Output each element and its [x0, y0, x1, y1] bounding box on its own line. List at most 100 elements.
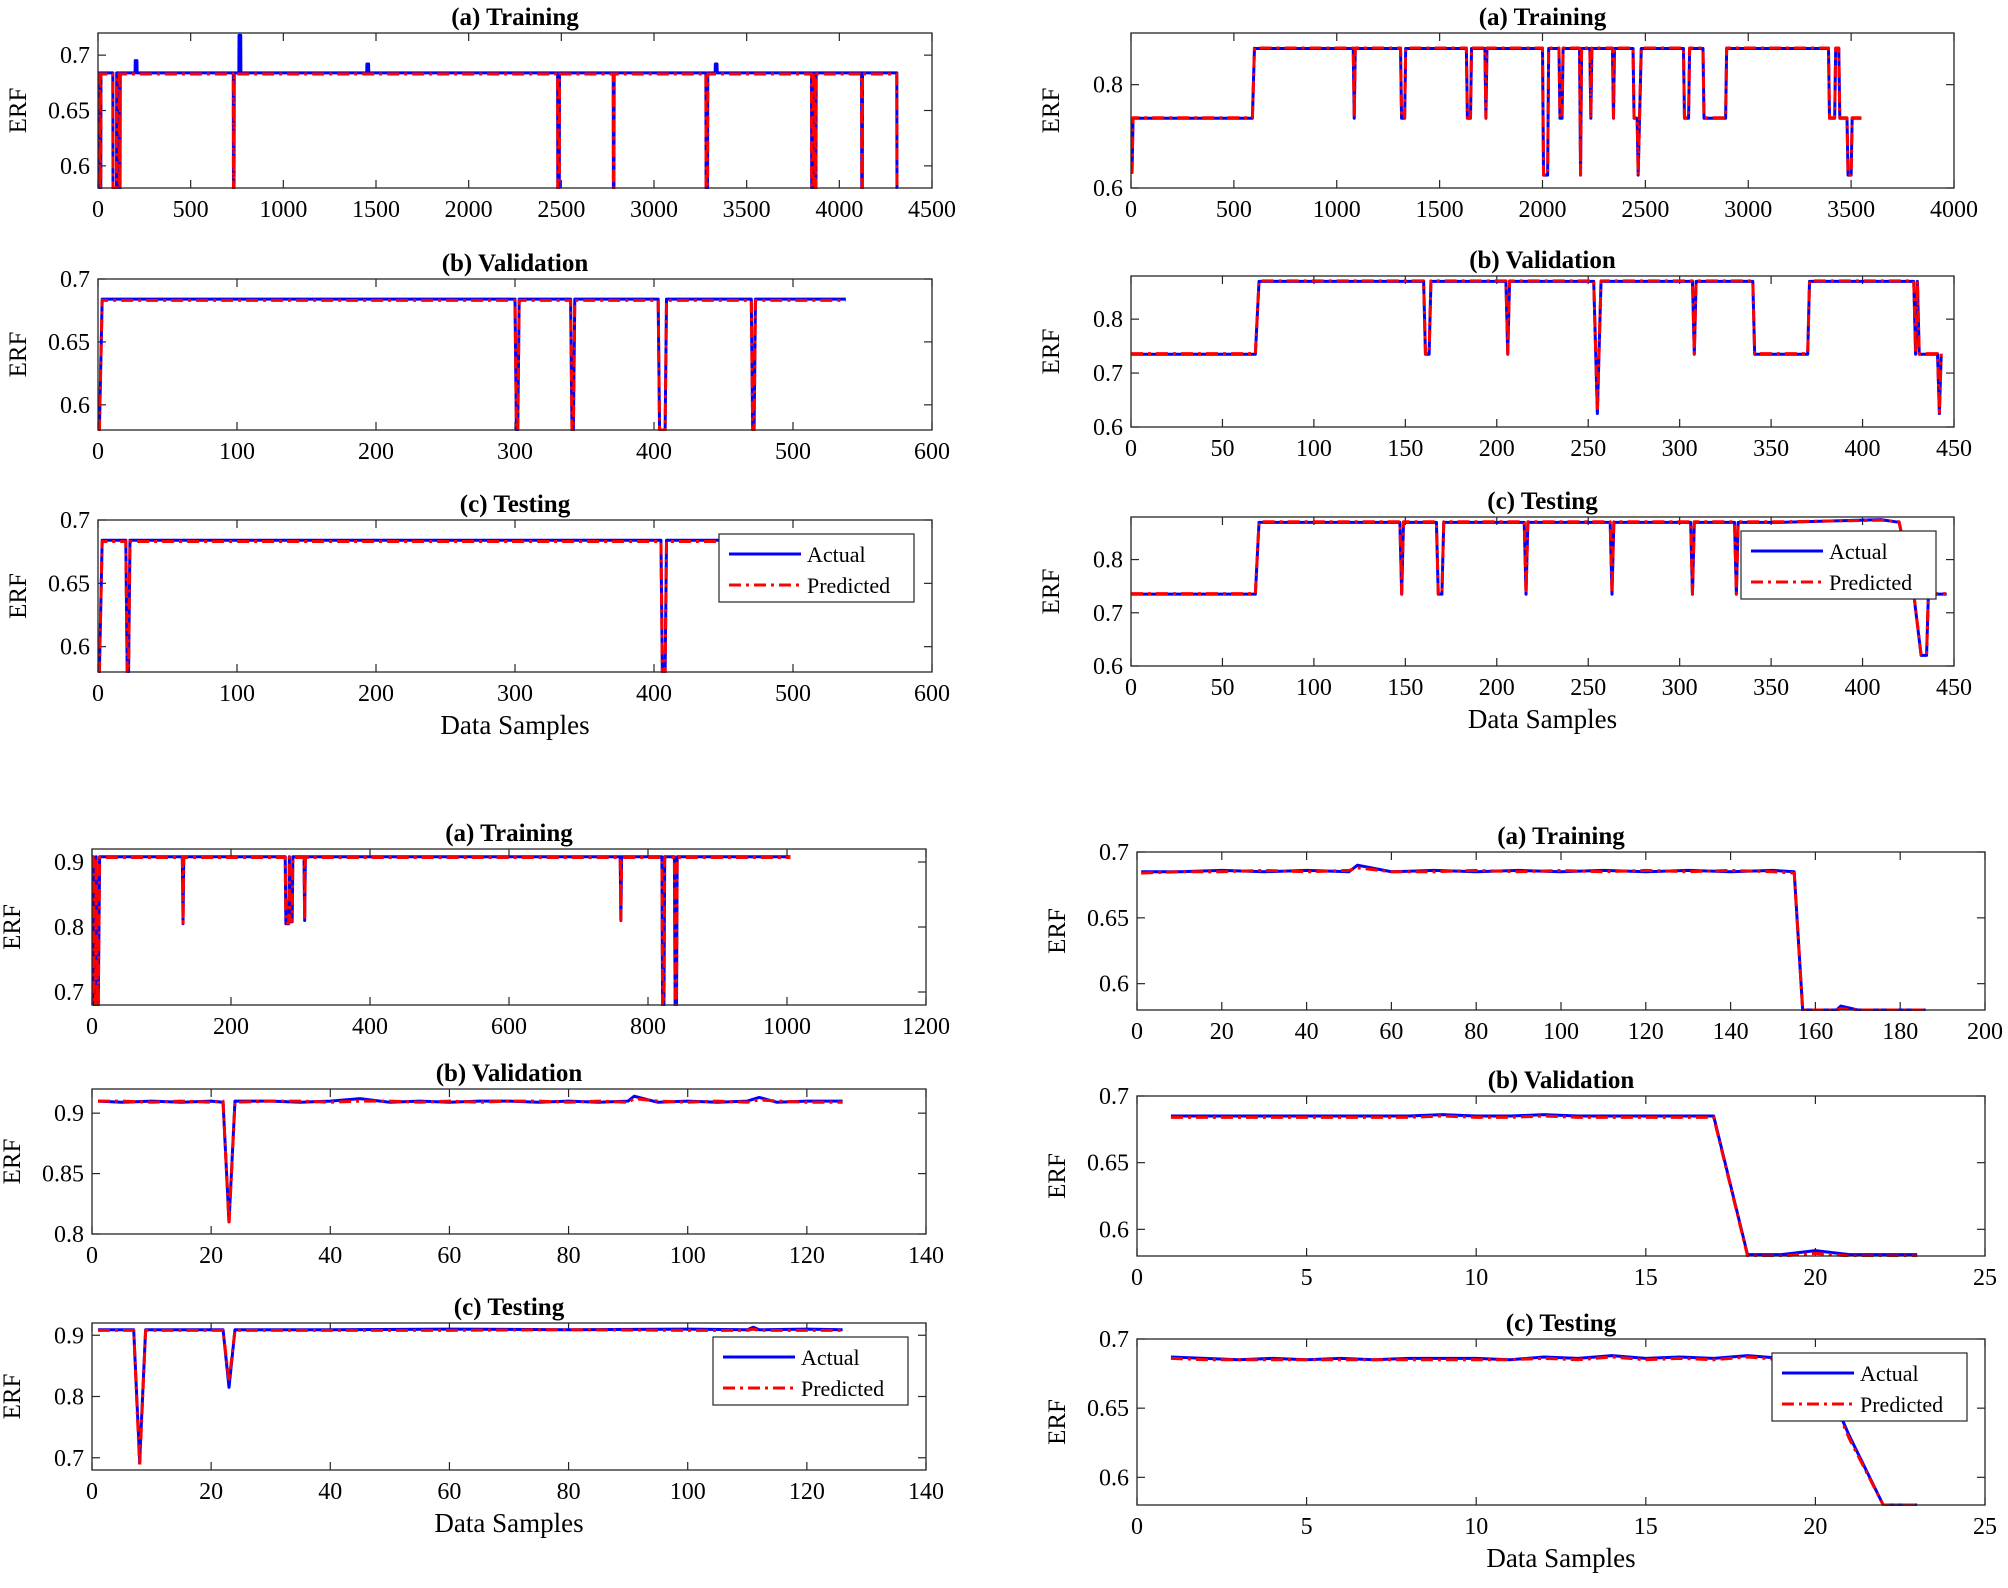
x-tick-label: 0 [92, 197, 104, 223]
plot-area [92, 849, 926, 1005]
x-tick-label: 140 [908, 1479, 944, 1505]
y-tick-label: 0.7 [1093, 601, 1123, 627]
x-tick-label: 1200 [902, 1014, 950, 1040]
x-tick-label: 450 [1936, 436, 1972, 462]
subplot-title: (a) Training [451, 4, 579, 31]
y-axis-label: ERF [1038, 329, 1065, 375]
y-tick-label: 0.6 [60, 393, 90, 419]
y-tick-label: 0.7 [1099, 1327, 1129, 1353]
series-line-predicted [98, 298, 846, 431]
x-tick-label: 400 [636, 681, 672, 707]
subplot-title: (b) Validation [436, 1060, 583, 1087]
y-tick-label: 0.7 [60, 43, 90, 69]
axes-frame [97, 278, 933, 431]
x-tick-label: 100 [219, 439, 255, 465]
subplot-title: (a) Training [445, 820, 573, 847]
y-axis-label: ERF [1044, 908, 1071, 954]
x-tick-label: 60 [437, 1243, 461, 1269]
plot-area [1137, 1096, 1985, 1256]
x-axis-label: Data Samples [434, 1508, 583, 1538]
x-tick-label: 100 [219, 681, 255, 707]
y-tick-label: 0.65 [48, 330, 90, 356]
axes-frame [1130, 32, 1955, 189]
y-tick-label: 0.8 [1093, 73, 1123, 99]
series-line-predicted [98, 540, 856, 673]
y-axis-label: ERF [0, 904, 26, 950]
x-tick-label: 3000 [630, 197, 678, 223]
y-tick-label: 0.8 [54, 915, 84, 941]
x-tick-label: 3500 [723, 197, 771, 223]
axes-frame [1136, 1338, 1986, 1506]
x-tick-label: 20 [199, 1479, 223, 1505]
subplot-6: 0 50 100 150 200 250 300 350 400 450 0.6 0.7 0.8 (c) … [1038, 488, 1972, 734]
subplot-title: (c) Testing [1506, 1310, 1617, 1337]
x-tick-label: 0 [86, 1014, 98, 1040]
x-tick-label: 2000 [445, 197, 493, 223]
axes-frame [1130, 516, 1955, 667]
x-tick-label: 250 [1570, 675, 1606, 701]
legend-label-actual: Actual [807, 542, 866, 567]
x-tick-label: 400 [1845, 675, 1881, 701]
x-tick-label: 500 [775, 439, 811, 465]
legend-box [1771, 1352, 1968, 1422]
y-tick-label: 0.6 [60, 154, 90, 180]
series-line-predicted [98, 72, 899, 189]
x-tick-label: 2500 [1621, 197, 1669, 223]
x-tick-label: 600 [914, 681, 950, 707]
x-tick-label: 50 [1210, 436, 1234, 462]
x-axis-label: Data Samples [440, 710, 589, 740]
x-tick-label: 0 [92, 439, 104, 465]
x-tick-label: 0 [86, 1479, 98, 1505]
subplot-1: 0 500 1000 1500 2000 2500 3000 3500 4000 4500 0.6 0… [5, 4, 956, 223]
subplot-title: (c) Testing [1487, 488, 1598, 515]
x-tick-label: 160 [1797, 1019, 1833, 1045]
x-tick-label: 100 [1543, 1019, 1579, 1045]
x-tick-label: 500 [1216, 197, 1252, 223]
x-tick-label: 800 [630, 1014, 666, 1040]
x-tick-label: 15 [1634, 1265, 1658, 1291]
legend: Actual Predicted [1740, 530, 1937, 600]
x-tick-label: 60 [437, 1479, 461, 1505]
x-axis-label: Data Samples [1468, 704, 1617, 734]
x-tick-label: 200 [1479, 675, 1515, 701]
x-tick-label: 600 [491, 1014, 527, 1040]
x-tick-label: 2000 [1519, 197, 1567, 223]
subplot-5: 0 50 100 150 200 250 300 350 400 450 0.6 0.7 0.8 (b) … [1038, 247, 1972, 462]
x-tick-label: 600 [914, 439, 950, 465]
x-tick-label: 0 [86, 1243, 98, 1269]
x-tick-label: 0 [92, 681, 104, 707]
x-tick-label: 200 [213, 1014, 249, 1040]
x-tick-label: 2500 [537, 197, 585, 223]
y-axis-label: ERF [0, 1374, 26, 1420]
x-tick-label: 3500 [1827, 197, 1875, 223]
y-tick-label: 0.9 [54, 1101, 84, 1127]
x-tick-label: 140 [1713, 1019, 1749, 1045]
x-tick-label: 120 [789, 1243, 825, 1269]
x-tick-label: 450 [1936, 675, 1972, 701]
subplot-3: 0 100 200 300 400 500 600 0.6 0.65 0.7 (c) Testing… [5, 491, 950, 740]
x-tick-label: 400 [352, 1014, 388, 1040]
y-axis-label: ERF [5, 573, 32, 619]
series-line-actual [1170, 1113, 1918, 1257]
x-tick-label: 0 [1125, 197, 1137, 223]
x-tick-label: 4000 [1930, 197, 1978, 223]
x-tick-label: 120 [1628, 1019, 1664, 1045]
series-line-predicted [92, 855, 791, 1006]
legend-label-actual: Actual [1860, 1361, 1919, 1386]
legend-label-actual: Actual [801, 1345, 860, 1370]
x-tick-label: 20 [1210, 1019, 1234, 1045]
subplot-9: 0 20 40 60 80 100 120 140 0.7 0.8 0.9 (c) Testing ER… [0, 1294, 944, 1538]
y-axis-label: ERF [1044, 1153, 1071, 1199]
legend-label-actual: Actual [1829, 539, 1888, 564]
y-tick-label: 0.7 [1099, 840, 1129, 866]
subplot-title: (b) Validation [1469, 247, 1616, 274]
x-tick-label: 80 [1464, 1019, 1488, 1045]
plot-area [98, 33, 932, 188]
axes-frame [97, 519, 933, 673]
y-tick-label: 0.6 [60, 635, 90, 661]
y-axis-label: ERF [0, 1139, 26, 1185]
series-line-predicted [1131, 518, 1947, 656]
x-tick-label: 15 [1634, 1514, 1658, 1540]
y-tick-label: 0.65 [1087, 1151, 1129, 1177]
y-tick-label: 0.6 [1099, 972, 1129, 998]
